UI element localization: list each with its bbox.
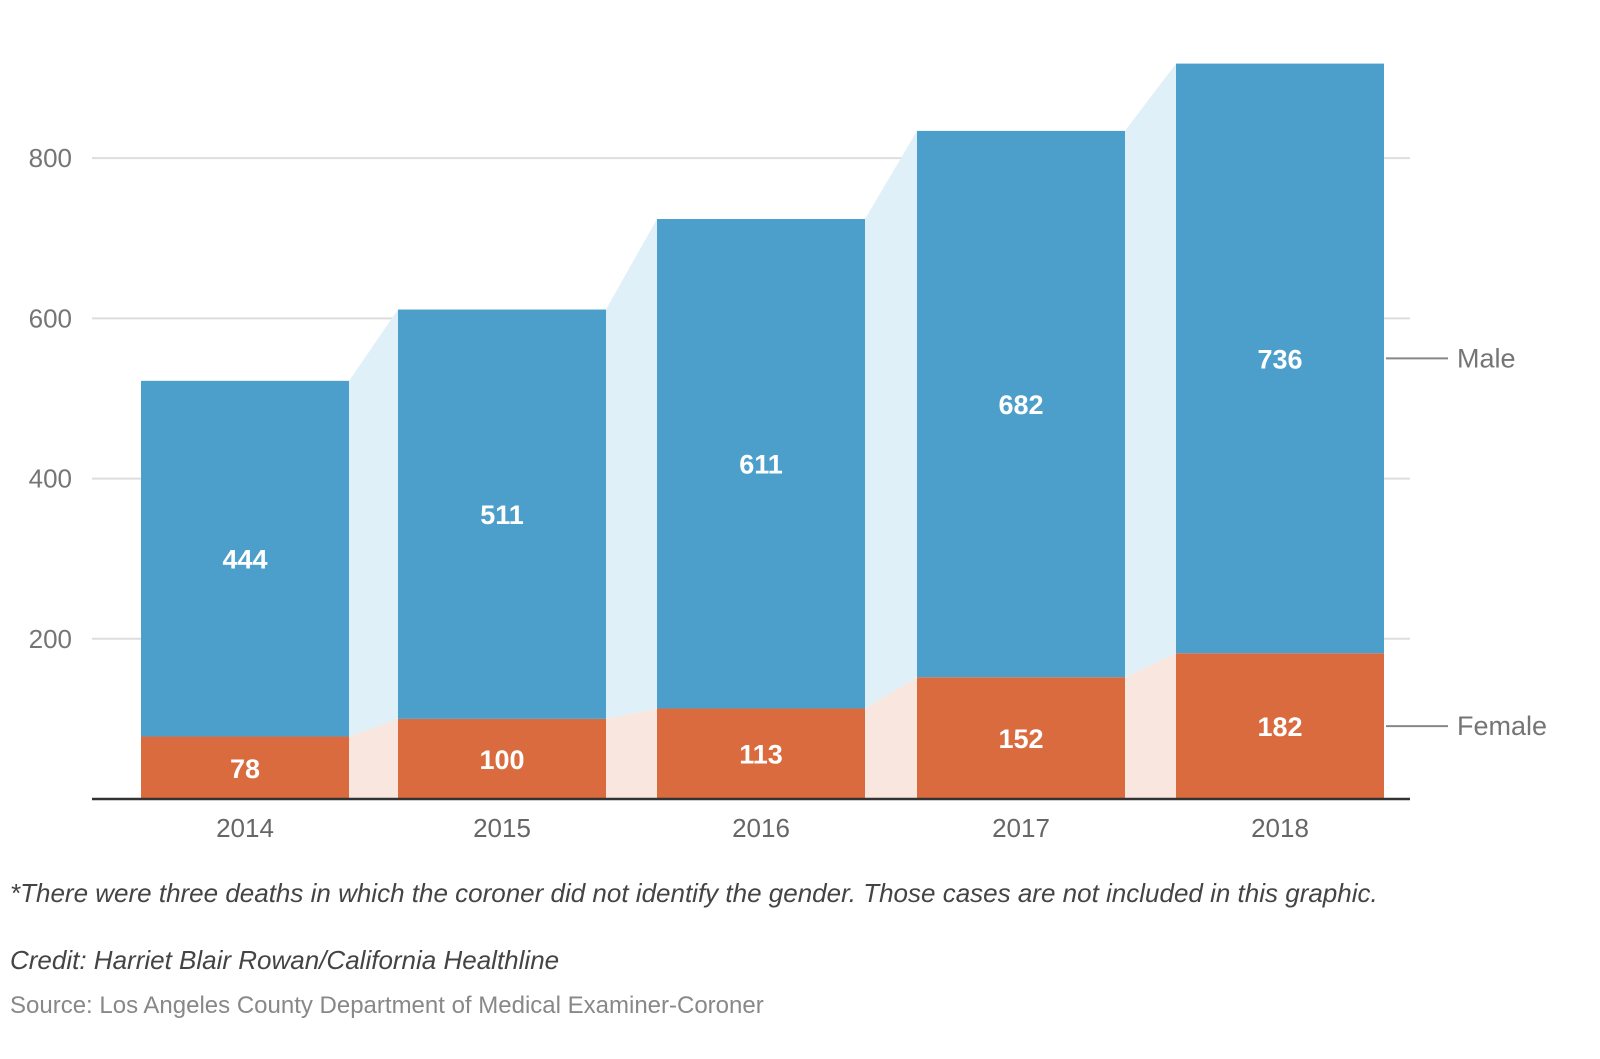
connector-male-2015 [606,219,657,719]
y-tick-label-800: 800 [29,143,72,173]
connector-male-2014 [349,309,398,737]
data-label-male-2017: 682 [998,390,1043,420]
legend-label-female: Female [1457,711,1547,741]
bar-male-2018 [1176,63,1384,654]
data-label-female-2016: 113 [739,740,783,770]
y-tick-label-200: 200 [29,624,72,654]
y-tick-label-400: 400 [29,464,72,494]
data-label-male-2014: 444 [222,545,267,575]
bar-female-2017 [917,677,1125,799]
x-tick-label-2014: 2014 [216,813,274,843]
data-label-male-2018: 736 [1257,344,1302,374]
bar-male-2015 [398,309,606,719]
data-label-female-2015: 100 [479,745,524,775]
credit-line: Credit: Harriet Blair Rowan/California H… [10,945,560,975]
connector-female-2015 [606,708,657,799]
bar-female-2018 [1176,653,1384,799]
bar-connectors [349,63,1176,799]
bar-female-2015 [398,718,606,799]
connector-male-2016 [865,130,917,709]
data-label-male-2015: 511 [480,500,524,530]
connector-female-2017 [1125,653,1176,799]
bar-female-2014 [141,736,349,799]
bar-male-2017 [917,130,1125,678]
data-label-female-2017: 152 [998,724,1043,754]
x-tick-label-2018: 2018 [1251,813,1309,843]
x-tick-label-2017: 2017 [992,813,1050,843]
bar-female-2016 [657,708,865,799]
connector-female-2014 [349,718,398,799]
connector-male-2017 [1125,63,1176,678]
stacked-bar-chart: 78 444 100 511 113 611 152 682 182 736 200 400 600 8… [29,63,1547,843]
data-label-female-2018: 182 [1257,712,1302,742]
data-labels: 78 444 100 511 113 611 152 682 182 736 [222,344,1302,783]
footnote: *There were three deaths in which the co… [10,878,1378,908]
legend-label-male: Male [1457,343,1516,373]
axes: 200 400 600 800 2014 2015 2016 2017 2018 [29,143,1410,843]
bars [141,63,1384,799]
legend: Male Female [1386,343,1547,741]
connector-female-2016 [865,677,917,799]
x-tick-label-2015: 2015 [473,813,531,843]
source-line: Source: Los Angeles County Department of… [10,992,764,1019]
data-label-female-2014: 78 [230,754,260,784]
bar-male-2016 [657,219,865,709]
y-tick-label-600: 600 [29,303,72,333]
bar-male-2014 [141,380,349,737]
x-tick-label-2016: 2016 [732,813,790,843]
data-label-male-2016: 611 [739,450,783,480]
